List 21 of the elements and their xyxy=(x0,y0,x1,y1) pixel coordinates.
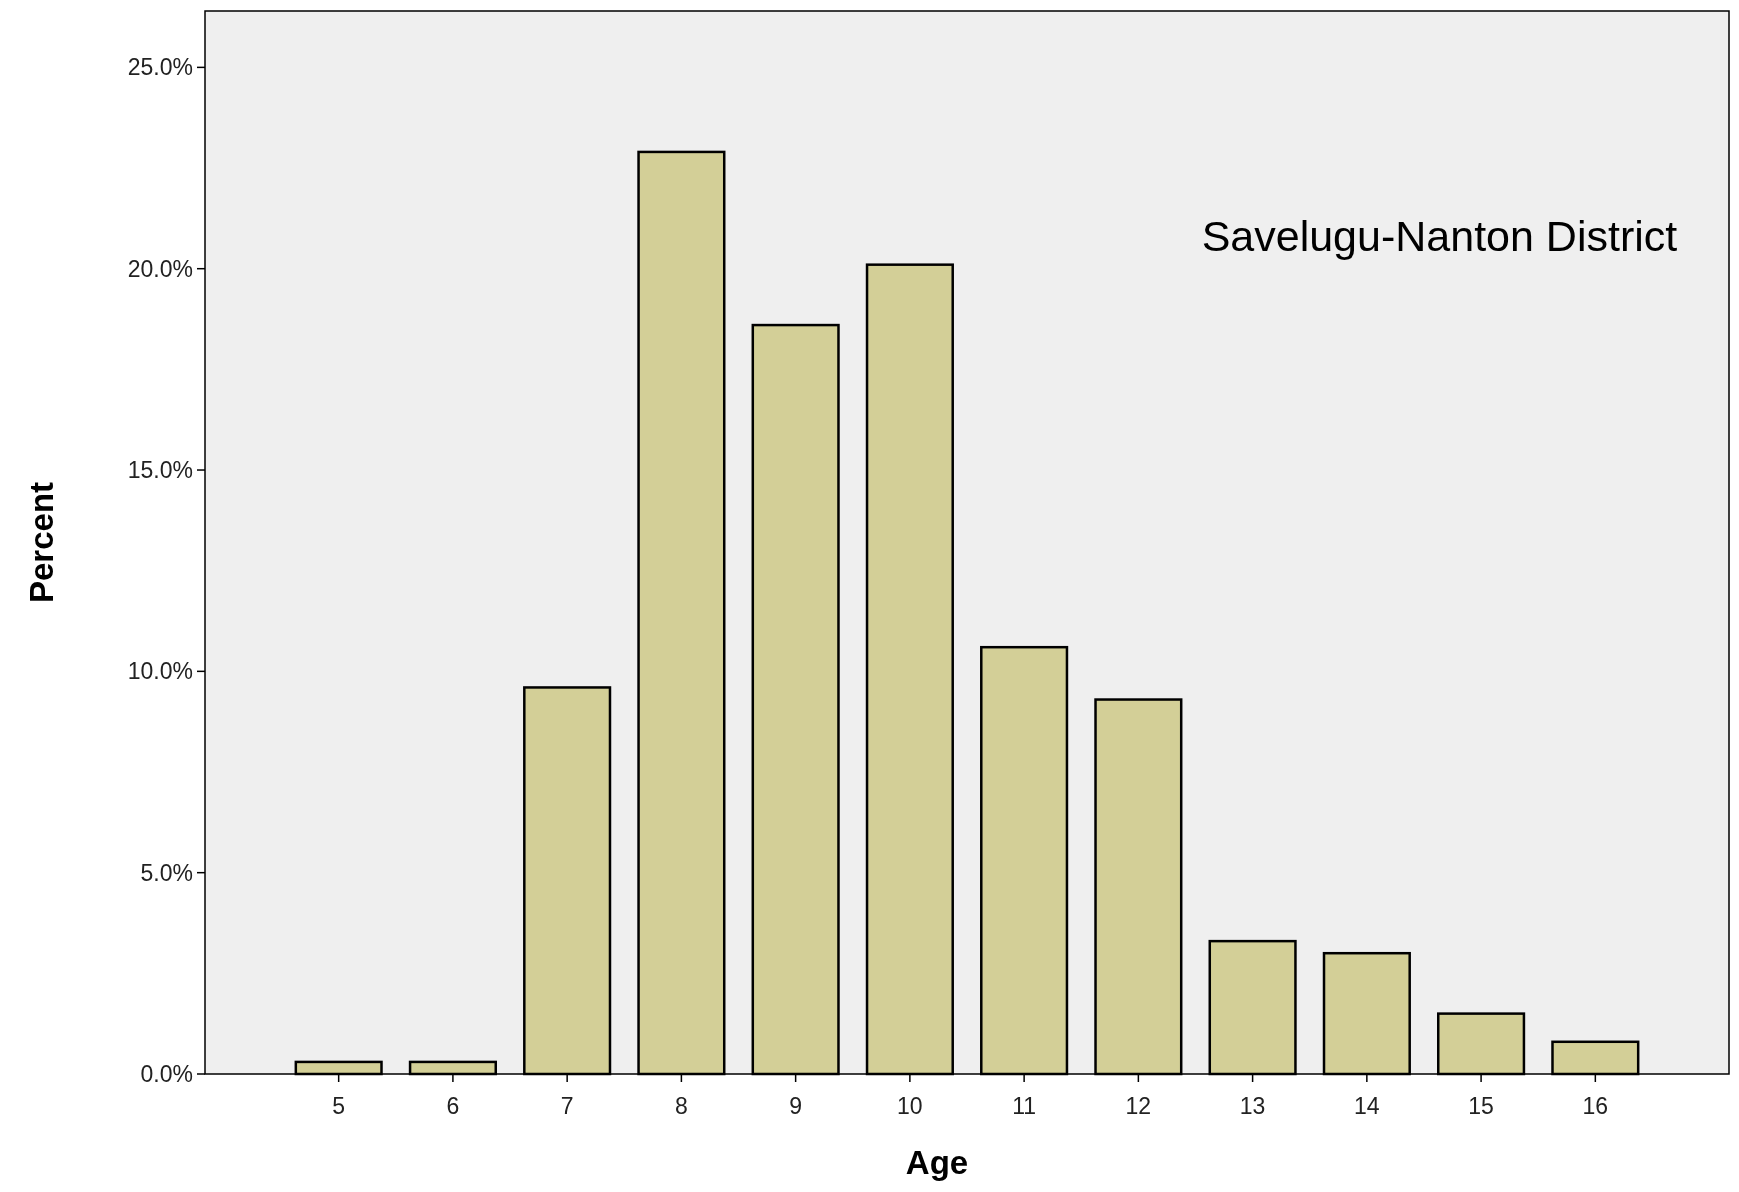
x-tick-label: 13 xyxy=(1239,1093,1266,1119)
annotation: Savelugu-Nanton District xyxy=(1201,212,1678,260)
y-tick-label: 15.0% xyxy=(127,457,193,484)
x-tick-label: 16 xyxy=(1582,1093,1609,1119)
x-tick-label: 14 xyxy=(1354,1093,1380,1119)
x-tick-label: 7 xyxy=(560,1093,574,1119)
x-tick-label: 11 xyxy=(1012,1093,1037,1119)
x-tick-label: 12 xyxy=(1125,1093,1152,1119)
x-axis-title: Age xyxy=(905,1144,969,1181)
y-tick-label: 25.0% xyxy=(127,54,193,81)
x-tick-label: 6 xyxy=(446,1093,460,1119)
x-tick-label: 8 xyxy=(674,1093,688,1119)
y-tick-label: 0.0% xyxy=(140,1061,193,1088)
y-tick-label: 20.0% xyxy=(127,255,193,282)
y-tick-label: 5.0% xyxy=(140,859,193,886)
y-axis-title: Percent xyxy=(23,481,60,604)
x-tick-label: 5 xyxy=(332,1093,346,1119)
y-tick-label: 10.0% xyxy=(127,658,193,685)
x-tick-label: 15 xyxy=(1468,1093,1494,1119)
x-tick-label: 10 xyxy=(897,1093,923,1119)
x-tick-label: 9 xyxy=(789,1093,803,1119)
